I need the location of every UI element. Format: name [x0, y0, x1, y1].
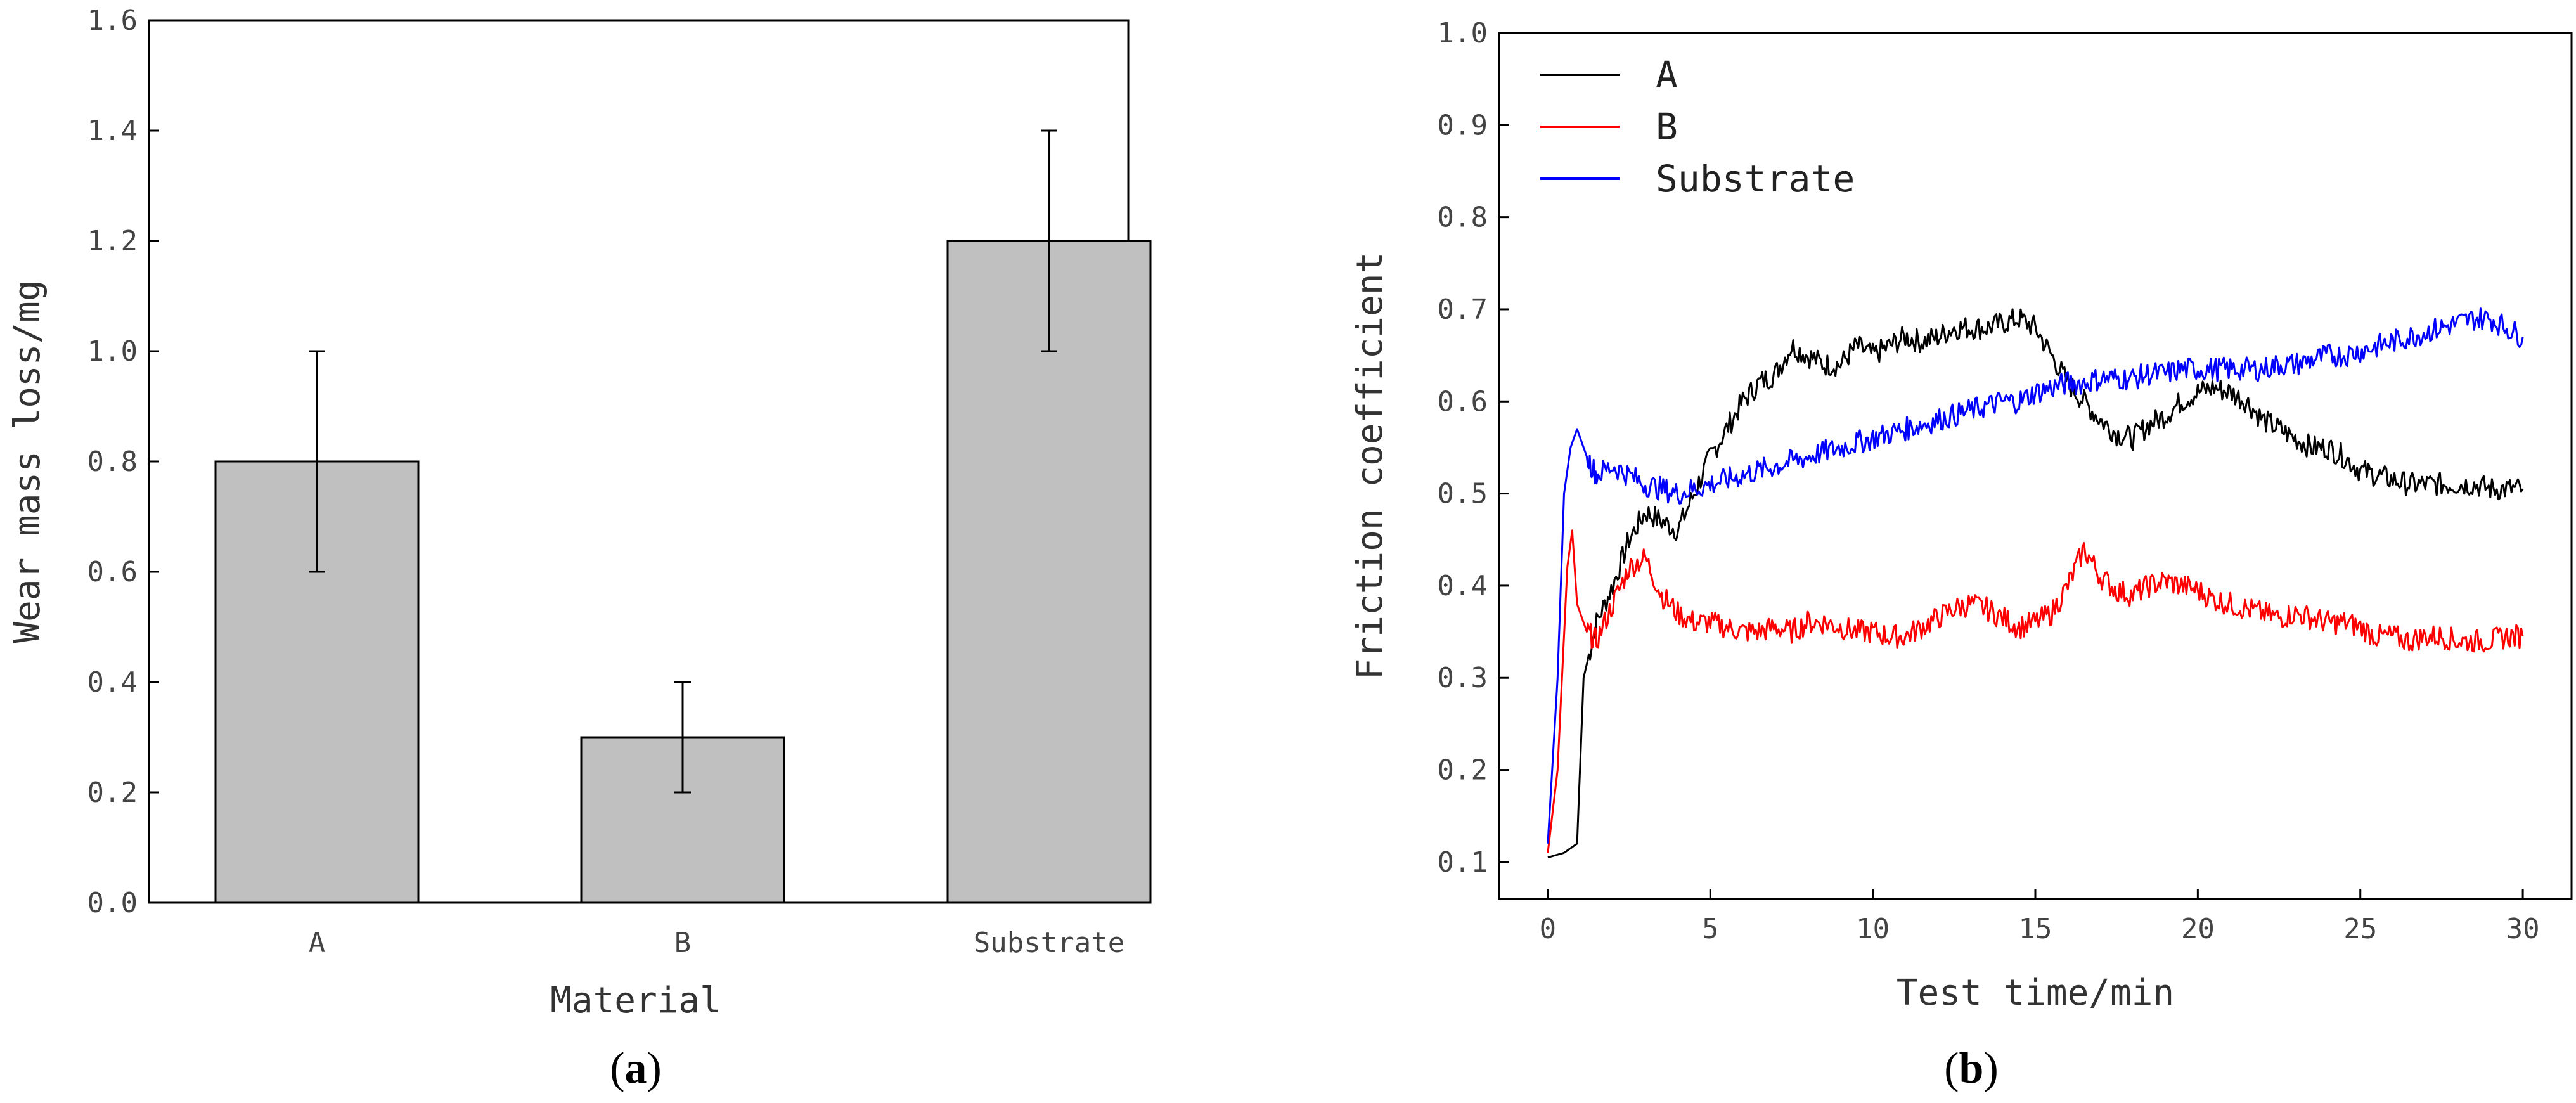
y-axis-label-b: Friction coefficient — [1349, 252, 1391, 680]
x-tick-label-b: 10 — [1856, 913, 1890, 945]
bars-a — [214, 129, 1152, 904]
y-tick-label-a: 1.4 — [87, 115, 138, 147]
y-tick-label-a: 0.0 — [87, 887, 138, 919]
caption-b-letter: b — [1959, 1044, 1984, 1093]
legend-label-a: A — [1656, 53, 1678, 96]
y-axis-label-a: Wear mass loss/mg — [7, 280, 48, 643]
y-tick-label-b: 0.5 — [1438, 478, 1488, 510]
y-tick-label-b: 0.1 — [1438, 846, 1488, 879]
x-axis-label-a: Material — [550, 980, 721, 1021]
y-tick-label-b: 1.0 — [1438, 17, 1488, 49]
x-tick-label-b: 15 — [2019, 913, 2052, 945]
panel-b-line-chart: 0.1 0.2 0.3 0.4 0.5 0.6 0.7 0.8 0.9 1.0 0 5 10 15 20 2… — [1349, 17, 2573, 1014]
x-tick-label-a: B — [674, 927, 692, 959]
y-tick-label-a: 0.4 — [87, 666, 138, 699]
x-tick-label-b: 30 — [2506, 913, 2540, 945]
svg-text:(a): (a) — [610, 1044, 662, 1093]
y-tick-label-b: 0.6 — [1438, 385, 1488, 418]
legend-b: AB Substrate — [1540, 53, 1855, 200]
x-tick-label-b: 20 — [2181, 913, 2215, 945]
y-tick-label-b: 0.7 — [1438, 293, 1488, 326]
series-line-b — [1547, 529, 2524, 853]
svg-text:(b): (b) — [1944, 1044, 1999, 1093]
panel-a-bar-chart: 0.00.20.40.60.81.01.21.41.6 A B Substrate … — [7, 4, 1152, 1021]
y-tick-label-b: 0.9 — [1438, 109, 1488, 141]
x-tick-label-b: 5 — [1702, 913, 1719, 945]
y-tick-label-a: 1.2 — [87, 225, 138, 257]
caption-a-letter: a — [625, 1044, 647, 1093]
y-tick-label-b: 0.4 — [1438, 570, 1488, 602]
series-line-substrate — [1547, 307, 2524, 844]
legend-label-substrate: Substrate — [1656, 157, 1855, 200]
y-tick-label-b: 0.2 — [1438, 754, 1488, 787]
legend-label-b: B — [1656, 105, 1678, 148]
caption-a: (a) — [610, 1044, 662, 1093]
x-ticks-a: A B Substrate — [309, 893, 1124, 959]
y-tick-label-b: 0.3 — [1438, 662, 1488, 694]
x-tick-label-b: 25 — [2343, 913, 2377, 945]
x-tick-label-a: A — [309, 927, 326, 959]
x-axis-label-b: Test time/min — [1897, 972, 2174, 1014]
x-ticks-b: 0 5 10 15 20 25 30 — [1540, 889, 2540, 945]
y-tick-label-a: 0.6 — [87, 556, 138, 588]
y-ticks-a: 0.0 0.2 0.4 0.6 0.8 1.0 1.2 1.4 1.6 — [87, 4, 159, 919]
y-tick-label-b: 0.8 — [1438, 202, 1488, 234]
x-tick-label-b: 0 — [1540, 913, 1557, 945]
y-tick-label-a: 1.0 — [87, 335, 138, 368]
y-tick-label-a: 0.8 — [87, 446, 138, 478]
y-ticks-b: 0.1 0.2 0.3 0.4 0.5 0.6 0.7 0.8 0.9 1.0 — [1438, 17, 1509, 879]
bar-b — [580, 736, 785, 904]
y-tick-label-a: 0.2 — [87, 777, 138, 809]
y-tick-label-a: 1.6 — [87, 4, 138, 37]
caption-b: (b) — [1944, 1044, 1999, 1093]
x-tick-label-a: Substrate — [974, 927, 1124, 959]
series-lines-b — [1547, 307, 2524, 859]
